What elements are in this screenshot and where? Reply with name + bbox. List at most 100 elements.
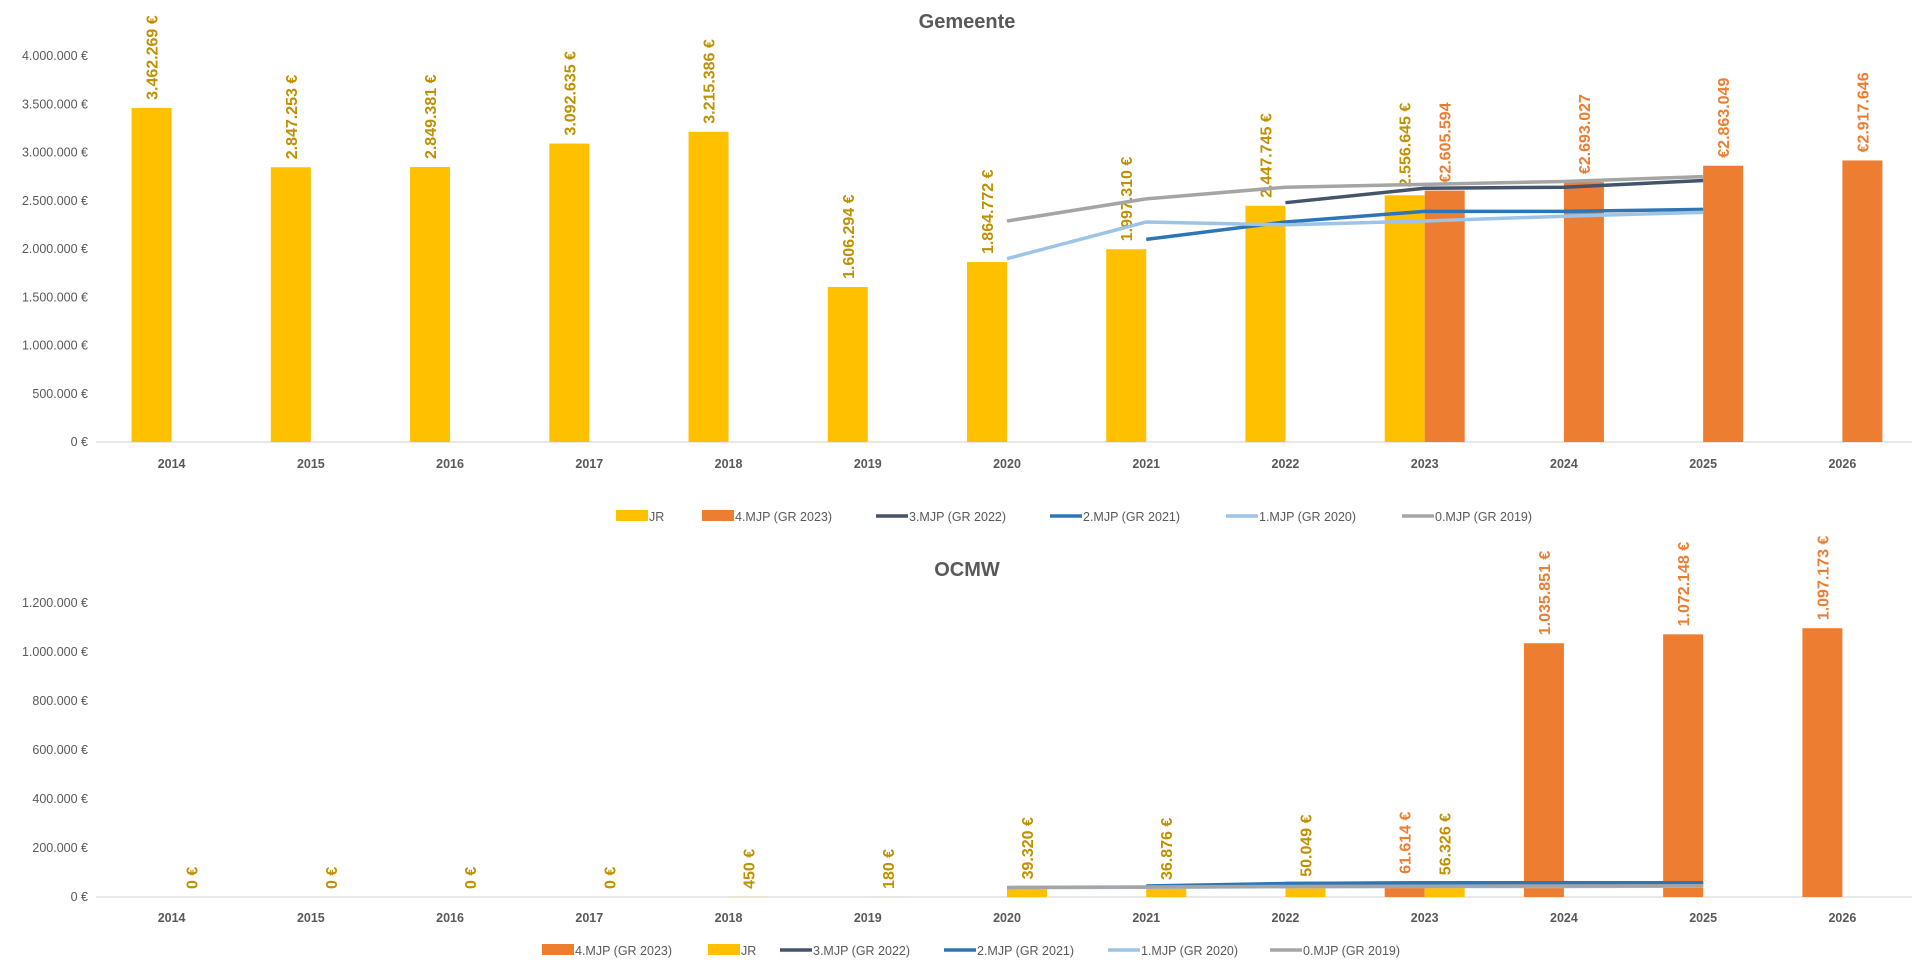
data-label: 0 € [602, 867, 619, 889]
bar-jr-2022 [1245, 206, 1285, 442]
legend-swatch [542, 944, 574, 955]
y-tick-label: 3.000.000 € [22, 146, 88, 160]
x-tick-label: 2015 [297, 911, 325, 925]
data-label: 0 € [324, 867, 341, 889]
data-label: €2.693.027 [1577, 94, 1594, 174]
x-tick-label: 2023 [1411, 911, 1439, 925]
data-label: 0 € [463, 867, 480, 889]
data-label: 56.326 € [1438, 813, 1455, 875]
x-tick-label: 2023 [1411, 457, 1439, 471]
x-tick-label: 2021 [1132, 911, 1160, 925]
bar-4-mjp-gr-2023--2026 [1842, 160, 1882, 442]
x-tick-label: 2020 [993, 911, 1021, 925]
data-label: 2.849.381 € [423, 74, 440, 159]
bar-jr-2019 [828, 287, 868, 442]
bar-4-mjp-gr-2023--2023 [1425, 191, 1465, 442]
y-tick-label: 200.000 € [32, 841, 88, 855]
bar-jr-2021 [1146, 888, 1186, 897]
legend-label: JR [649, 510, 664, 524]
bar-jr-2018 [689, 132, 729, 442]
bar-4-mjp-gr-2023--2025 [1703, 166, 1743, 442]
x-tick-label: 2024 [1550, 911, 1578, 925]
x-tick-label: 2019 [854, 911, 882, 925]
x-tick-label: 2022 [1272, 457, 1300, 471]
data-label: 1.097.173 € [1815, 536, 1832, 621]
data-label: 3.462.269 € [145, 15, 162, 100]
x-tick-label: 2017 [575, 457, 603, 471]
x-tick-label: 2025 [1689, 911, 1717, 925]
y-tick-label: 1.200.000 € [22, 596, 88, 610]
legend-label: 2.MJP (GR 2021) [1083, 510, 1180, 524]
x-tick-label: 2026 [1828, 911, 1856, 925]
legend-label: 1.MJP (GR 2020) [1141, 944, 1238, 958]
x-tick-label: 2019 [854, 457, 882, 471]
x-tick-label: 2026 [1828, 457, 1856, 471]
legend-label: 0.MJP (GR 2019) [1303, 944, 1400, 958]
legend-label: 4.MJP (GR 2023) [575, 944, 672, 958]
data-label: 3.215.386 € [702, 39, 719, 124]
bar-jr-2016 [410, 167, 450, 442]
y-tick-label: 1.500.000 € [22, 290, 88, 304]
x-tick-label: 2024 [1550, 457, 1578, 471]
data-label: 1.035.851 € [1537, 551, 1554, 636]
y-tick-label: 800.000 € [32, 694, 88, 708]
bar-jr-2014 [132, 108, 172, 442]
data-label: 2.556.645 € [1398, 103, 1415, 188]
data-label: 2.847.253 € [284, 75, 301, 160]
x-tick-label: 2021 [1132, 457, 1160, 471]
data-label: €2.863.049 [1716, 78, 1733, 158]
x-tick-label: 2020 [993, 457, 1021, 471]
x-tick-label: 2015 [297, 457, 325, 471]
data-label: 61.614 € [1398, 812, 1415, 874]
data-label: 50.049 € [1298, 814, 1315, 876]
y-tick-label: 2.000.000 € [22, 242, 88, 256]
y-tick-label: 0 € [71, 890, 88, 904]
data-label: 1.864.772 € [980, 169, 997, 254]
bar-jr-2021 [1106, 249, 1146, 442]
x-tick-label: 2014 [158, 457, 186, 471]
bar-4-mjp-gr-2023--2026 [1802, 628, 1842, 897]
x-tick-label: 2017 [575, 911, 603, 925]
x-tick-label: 2018 [715, 457, 743, 471]
legend-swatch [708, 944, 740, 955]
x-tick-label: 2016 [436, 911, 464, 925]
x-tick-label: 2014 [158, 911, 186, 925]
data-label: 1.072.148 € [1676, 542, 1693, 627]
y-tick-label: 1.000.000 € [22, 645, 88, 659]
data-label: 2.447.745 € [1258, 113, 1275, 198]
chart-title: OCMW [934, 559, 1000, 581]
data-label: 0 € [185, 867, 202, 889]
legend-label: 3.MJP (GR 2022) [909, 510, 1006, 524]
chart-title: Gemeente [919, 11, 1016, 33]
data-label: 1.606.294 € [841, 194, 858, 279]
x-tick-label: 2016 [436, 457, 464, 471]
bar-jr-2020 [967, 262, 1007, 442]
data-label: €2.917.646 [1855, 72, 1872, 152]
x-tick-label: 2018 [715, 911, 743, 925]
data-label: 180 € [881, 849, 898, 889]
legend-label: 3.MJP (GR 2022) [813, 944, 910, 958]
y-tick-label: 400.000 € [32, 792, 88, 806]
x-tick-label: 2025 [1689, 457, 1717, 471]
y-tick-label: 3.500.000 € [22, 97, 88, 111]
y-tick-label: 1.000.000 € [22, 339, 88, 353]
data-label: 450 € [742, 849, 759, 889]
data-label: 3.092.635 € [562, 51, 579, 136]
y-tick-label: 4.000.000 € [22, 49, 88, 63]
legend-label: 4.MJP (GR 2023) [735, 510, 832, 524]
data-label: 39.320 € [1020, 817, 1037, 879]
legend-swatch [616, 510, 648, 521]
data-label: €2.605.594 [1438, 102, 1455, 182]
bar-4-mjp-gr-2023--2024 [1524, 643, 1564, 897]
bar-jr-2023 [1385, 195, 1425, 442]
legend-label: JR [741, 944, 756, 958]
y-tick-label: 600.000 € [32, 743, 88, 757]
bar-4-mjp-gr-2023--2024 [1564, 182, 1604, 442]
y-tick-label: 2.500.000 € [22, 194, 88, 208]
legend-label: 2.MJP (GR 2021) [977, 944, 1074, 958]
y-tick-label: 0 € [71, 435, 88, 449]
x-tick-label: 2022 [1272, 911, 1300, 925]
bar-jr-2015 [271, 167, 311, 442]
